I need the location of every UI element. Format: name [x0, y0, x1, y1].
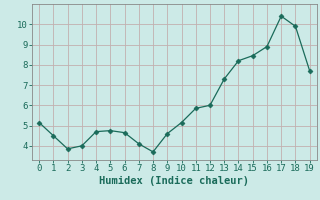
X-axis label: Humidex (Indice chaleur): Humidex (Indice chaleur) — [100, 176, 249, 186]
